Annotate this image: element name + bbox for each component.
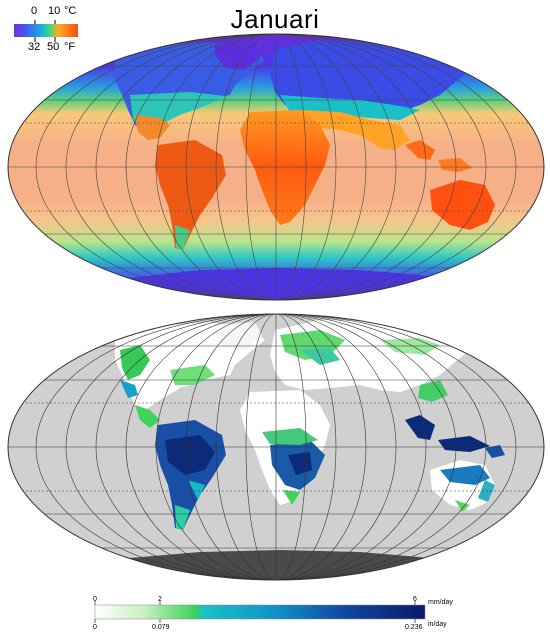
temperature-map [7,33,545,301]
precipitation-legend [94,601,426,623]
in-tick-0079: 0.079 [152,624,170,631]
celsius-tick-0: 0 [31,5,38,17]
mm-tick-0: 0 [93,596,97,603]
eurasia-landmass [270,40,480,112]
celsius-unit: °C [64,5,77,17]
mm-tick-6: 6 [413,596,417,603]
in-tick-0236: 0.236 [405,624,423,631]
precipitation-map [7,313,545,581]
page-title: Januari [230,4,320,34]
in-unit: in/day [428,621,447,628]
mm-unit: mm/day [428,599,453,606]
temperature-legend-bar [14,24,78,37]
mm-tick-2: 2 [158,596,162,603]
precipitation-graticule [8,314,544,580]
africa-landmass [240,110,330,225]
temperature-graticule [8,34,544,300]
fahrenheit-tick-32: 32 [28,41,41,53]
in-tick-0: 0 [93,624,97,631]
south-america-landmass [155,140,226,250]
fahrenheit-unit: °F [64,41,76,53]
temperature-legend [14,20,78,42]
celsius-tick-10: 10 [48,5,61,17]
australia-landmass [430,180,495,230]
fahrenheit-tick-50: 50 [47,41,60,53]
precipitation-legend-bar [94,604,426,620]
